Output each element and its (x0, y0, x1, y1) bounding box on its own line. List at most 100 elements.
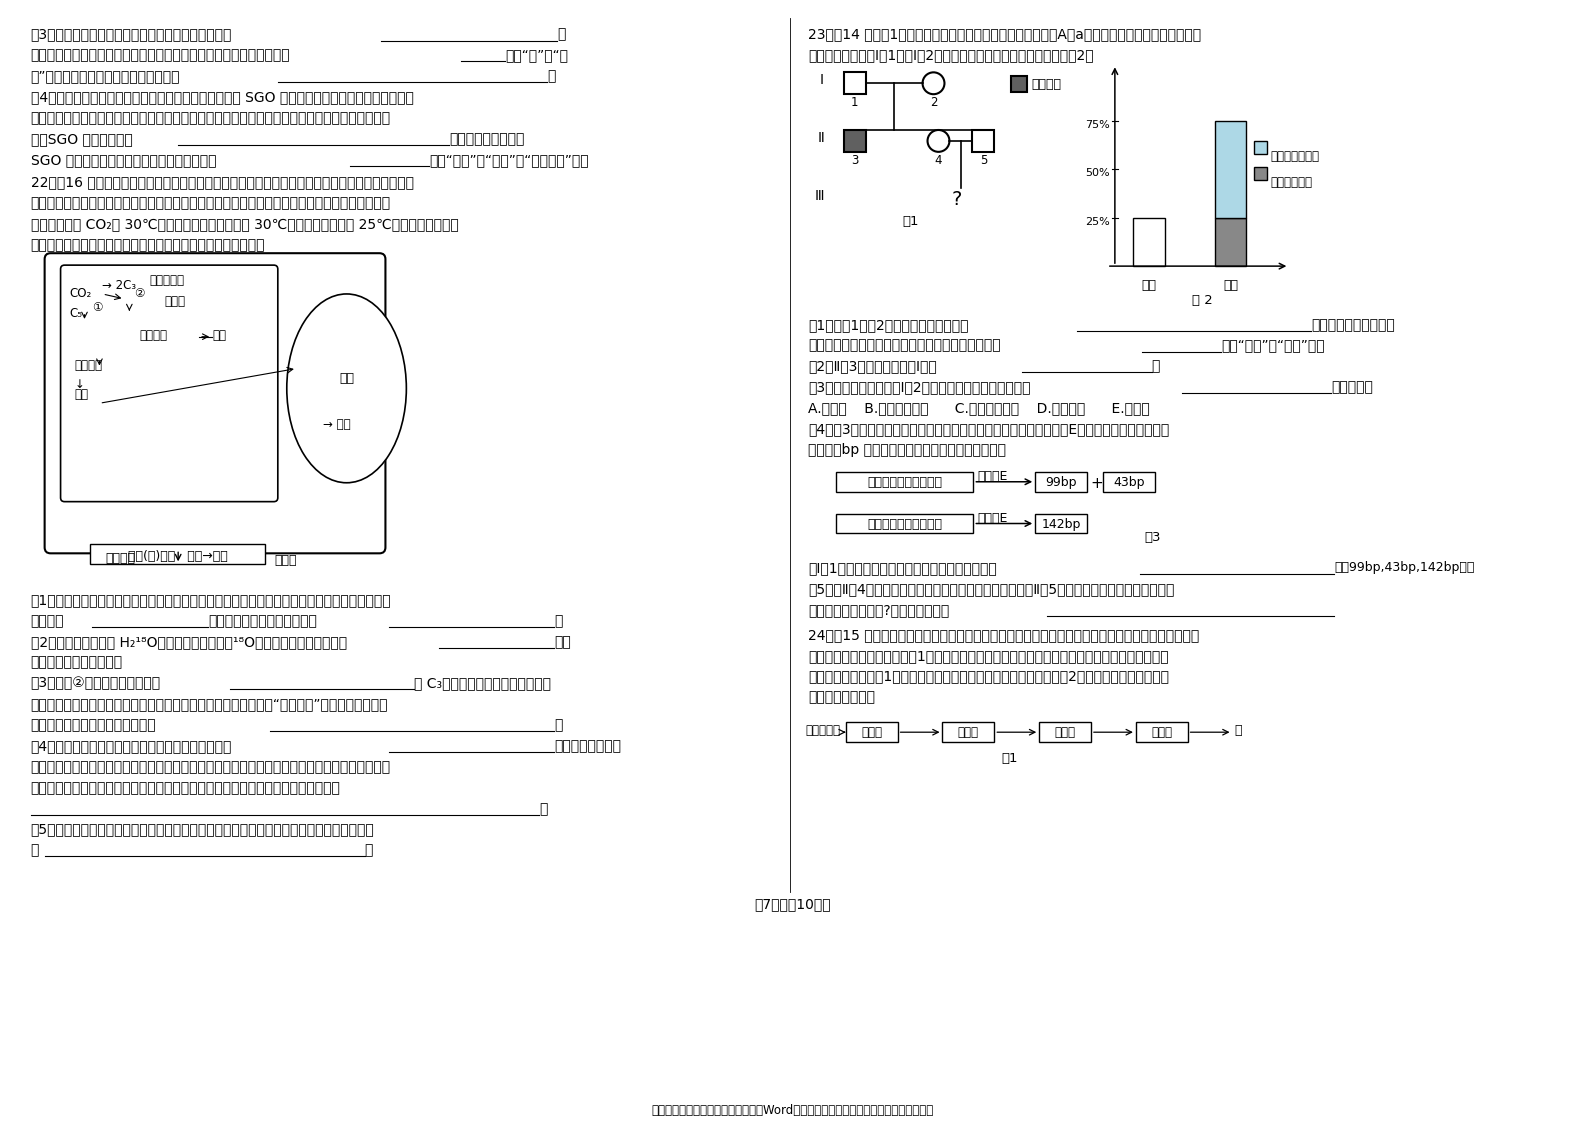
Ellipse shape (287, 294, 406, 483)
Text: 致病基因中的特定序列: 致病基因中的特定序列 (867, 518, 943, 530)
Bar (973, 130, 995, 152)
Text: 对Ⅰ－1的特定序列基因检测会出现的片段的情况是: 对Ⅰ－1的特定序列基因检测会出现的片段的情况是 (808, 562, 997, 575)
Text: 在此过程中，细胞会产生水解酶将粘连蛋白分解，染色体上的蛋白质将: 在此过程中，细胞会产生水解酶将粘连蛋白分解，染色体上的蛋白质将 (30, 48, 290, 63)
Text: 的生长而逐渐变小，可能的原因是: 的生长而逐渐变小，可能的原因是 (30, 719, 156, 732)
Text: （5）对Ⅱ－4的因检测发现共有三种片段都有，为了避免与Ⅱ－5的遗传病患儿的出生，是否需要: （5）对Ⅱ－4的因检测发现共有三种片段都有，为了避免与Ⅱ－5的遗传病患儿的出生，… (808, 582, 1174, 596)
Text: 突触乙: 突触乙 (959, 727, 979, 739)
Bar (1035, 472, 1087, 492)
Text: 请回答下列问题：: 请回答下列问题： (808, 691, 874, 704)
Text: 是: 是 (30, 843, 40, 858)
Text: 。调查人群中该病的发: 。调查人群中该病的发 (1311, 318, 1395, 331)
Text: 4: 4 (935, 154, 943, 167)
Text: 43bp: 43bp (1112, 476, 1144, 489)
Bar (943, 722, 995, 742)
Text: C₅: C₅ (70, 307, 83, 320)
Text: 不携带致病基因: 不携带致病基因 (1270, 149, 1319, 163)
Text: 。: 。 (548, 70, 555, 83)
Text: 患病: 患病 (1141, 279, 1157, 292)
Text: （2）Ⅱ－3致病基因来自于Ⅰ代中: （2）Ⅱ－3致病基因来自于Ⅰ代中 (808, 359, 936, 374)
Text: 3: 3 (851, 154, 859, 167)
Text: ①: ① (92, 301, 103, 314)
Text: 其他有机物: 其他有机物 (149, 274, 184, 287)
Circle shape (922, 72, 944, 94)
FancyBboxPatch shape (60, 265, 278, 502)
Text: （2）为红薯叶片提供 H₂¹⁸O，块根中的淠粉会含¹⁸O，请写出元素转移的路径: （2）为红薯叶片提供 H₂¹⁸O，块根中的淠粉会含¹⁸O，请写出元素转移的路径 (30, 634, 348, 649)
Text: （3）结合上图，你认为图示的染色体行为变化主要是: （3）结合上图，你认为图示的染色体行为变化主要是 (30, 28, 232, 42)
Text: 葡萄糖: 葡萄糖 (163, 295, 186, 308)
Text: （填“会”或“不: （填“会”或“不 (505, 48, 568, 63)
Text: 喷水管皮肤: 喷水管皮肤 (806, 723, 841, 737)
Circle shape (927, 130, 949, 152)
Bar (1103, 472, 1155, 492)
Text: 限制酶E: 限制酶E (978, 512, 1008, 524)
Text: 突触丁: 突触丁 (1151, 727, 1173, 739)
Text: Ⅰ: Ⅰ (820, 73, 824, 88)
Text: 突触甲: 突触甲 (862, 727, 882, 739)
Text: 1: 1 (851, 97, 859, 109)
Bar (844, 130, 867, 152)
Text: 置，水解粘连蛋白的酶在中期已经开始发挥作用，而着丝点要到后期才开始几乎同时断裂。据此推: 置，水解粘连蛋白的酶在中期已经开始发挥作用，而着丝点要到后期才开始几乎同时断裂。… (30, 111, 390, 125)
Text: → 2C₃: → 2C₃ (103, 279, 136, 292)
Text: 磷酸丙糖: 磷酸丙糖 (75, 358, 103, 372)
Text: （填“提前”或“推迟”或“几乎不变”）。: （填“提前”或“推迟”或“几乎不变”）。 (428, 153, 589, 167)
Bar (1133, 218, 1165, 266)
Bar (1035, 513, 1087, 533)
Text: 。: 。 (554, 719, 562, 732)
Text: 正常基因中的特定序列: 正常基因中的特定序列 (867, 476, 943, 489)
Text: （用: （用 (554, 634, 571, 649)
Text: ↓: ↓ (75, 378, 84, 392)
Text: 99bp: 99bp (1046, 476, 1078, 489)
Text: 相关物质及箭头表示）。: 相关物质及箭头表示）。 (30, 656, 122, 669)
Text: 。: 。 (554, 614, 562, 628)
Text: 对胎儿进行基因检测?并请说明原因。: 对胎儿进行基因检测?并请说明原因。 (808, 603, 949, 617)
Text: 图3: 图3 (1144, 531, 1162, 545)
Text: 图1: 图1 (1001, 752, 1017, 765)
Text: （4）图3为该病的正常基因和致病基因中的某一特定序列被某限制酶E切割后，可产生大小不同: （4）图3为该病的正常基因和致病基因中的某一特定序列被某限制酶E切割后，可产生大… (808, 422, 1170, 436)
Text: 图1: 图1 (903, 216, 919, 228)
Text: 23．（14 分）图1是某单基因遗传病家系系谱图（相关基因为A、a）。医生通过该家系系谱图和基: 23．（14 分）图1是某单基因遗传病家系系谱图（相关基因为A、a）。医生通过该… (808, 28, 1201, 42)
Text: （多选）。: （多选）。 (1331, 381, 1373, 394)
Text: SGO 的合成大量增加，则着丝点的断裂过程将: SGO 的合成大量增加，则着丝点的断裂过程将 (30, 153, 216, 167)
Text: 限制酶E: 限制酶E (978, 469, 1008, 483)
Text: A.体细胞    B.初级卵母细胞      C.次级卵母细胞    D.第二极体      E.卵细胞: A.体细胞 B.初级卵母细胞 C.次级卵母细胞 D.第二极体 E.卵细胞 (808, 401, 1149, 416)
Text: → 蔗糖: → 蔗糖 (322, 418, 351, 431)
Text: CO₂: CO₂ (70, 287, 92, 300)
Text: （填“偏高”或“偏低”）。: （填“偏高”或“偏低”）。 (1222, 339, 1325, 353)
Text: 142bp: 142bp (1041, 518, 1081, 530)
Text: 携带致病基因: 携带致病基因 (1270, 175, 1312, 189)
Text: +: + (1090, 476, 1103, 491)
Text: 病率时，若只在患者家系中调查，则会导致所得结果: 病率时，若只在患者家系中调查，则会导致所得结果 (808, 339, 1000, 353)
Text: 全国各地最新模拟卷名校试卷无水印Word可编辑试卷等请关注微信公众号：高中借试卷: 全国各地最新模拟卷名校试卷无水印Word可编辑试卷等请关注微信公众号：高中借试卷 (652, 1104, 935, 1117)
Bar (836, 513, 973, 533)
Text: Ⅲ: Ⅲ (814, 189, 824, 202)
Text: 患病男性: 患病男性 (1032, 79, 1062, 91)
Text: 在叶肉细胞的细胞壁上。结果发现转基因植物出现严重的小根、小茎现象，其原因是: 在叶肉细胞的细胞壁上。结果发现转基因植物出现严重的小根、小茎现象，其原因是 (30, 780, 341, 795)
Text: 22．（16 分）淠粉和蔗糖是光合作用的两种主要终产物，马铃薯下侧叶片合成的有机物主要运向块: 22．（16 分）淠粉和蔗糖是光合作用的两种主要终产物，马铃薯下侧叶片合成的有机… (30, 175, 414, 190)
Bar (844, 72, 867, 94)
Bar (1214, 218, 1246, 266)
Text: ?: ? (951, 190, 962, 209)
Text: 证光合产物以蔗糖的形式运输，研究人员将酵母菌蔗糖酶基因转入植物，该基因表达的蔗糖酶定位: 证光合产物以蔗糖的形式运输，研究人员将酵母菌蔗糖酶基因转入植物，该基因表达的蔗糖… (30, 760, 390, 774)
Text: 的颜色是: 的颜色是 (30, 614, 63, 628)
Text: 现象称为习惯化。图1表示海兔缩鯣反射习惯化的神经环路示意图，图2表示两种记忆形成机制。: 现象称为习惯化。图1表示海兔缩鯣反射习惯化的神经环路示意图，图2表示两种记忆形成… (808, 669, 1170, 684)
Bar (1136, 722, 1187, 742)
Text: 突触丙: 突触丙 (1054, 727, 1076, 739)
Text: （5）研究发现蔗糖可直接进入液泡，该过程可被呼吸抑制剂抑制，该跨膜过程所必需的条件: （5）研究发现蔗糖可直接进入液泡，该过程可被呼吸抑制剂抑制，该跨膜过程所必需的条… (30, 823, 375, 837)
Text: ，该色素主要吸收可见光中的: ，该色素主要吸收可见光中的 (208, 614, 317, 628)
Bar (90, 545, 265, 564)
Text: （3）不考虑基因突变，Ⅰ－2可能不含有致病基因的细胞有: （3）不考虑基因突变，Ⅰ－2可能不含有致病基因的细胞有 (808, 381, 1030, 394)
FancyBboxPatch shape (44, 253, 386, 554)
Text: 。: 。 (1152, 359, 1160, 374)
Text: 的片段（bp 表示碱基对），以此来进行基因检测。: 的片段（bp 表示碱基对），以此来进行基因检测。 (808, 442, 1006, 457)
Text: 。若因基因突变导致: 。若因基因突变导致 (449, 133, 525, 146)
Text: 因检测结果推测了Ⅰ－1号和Ⅰ－2号生育后代的正常与患病的概率，如图2。: 因检测结果推测了Ⅰ－1号和Ⅰ－2号生育后代的正常与患病的概率，如图2。 (808, 48, 1093, 63)
Bar (1254, 166, 1268, 180)
Text: ②: ② (135, 287, 144, 300)
Text: 这是海兔的缩鯣反射。若每隔1分钟重复此种弱刺激，海兔的缩鯣反射将逐渐减弱甚至消失，这种: 这是海兔的缩鯣反射。若每隔1分钟重复此种弱刺激，海兔的缩鯣反射将逐渐减弱甚至消失… (808, 649, 1168, 663)
Text: （4）研究发现，细胞内有一种对细胞分裂有调控作用的 SGO 蛋白，主要集中在染色体的着丝点位: （4）研究发现，细胞内有一种对细胞分裂有调控作用的 SGO 蛋白，主要集中在染色… (30, 90, 414, 104)
Text: 。: 。 (365, 843, 373, 858)
Text: ，: ， (557, 28, 565, 42)
Text: 5: 5 (979, 154, 987, 167)
Text: 50%: 50% (1086, 168, 1109, 179)
Text: 在一定浓度的 CO₂和 30℃条件下（呼吸最适温度为 30℃，光合最适温度为 25℃），测定马铃薯和: 在一定浓度的 CO₂和 30℃条件下（呼吸最适温度为 30℃，光合最适温度为 2… (30, 218, 459, 231)
